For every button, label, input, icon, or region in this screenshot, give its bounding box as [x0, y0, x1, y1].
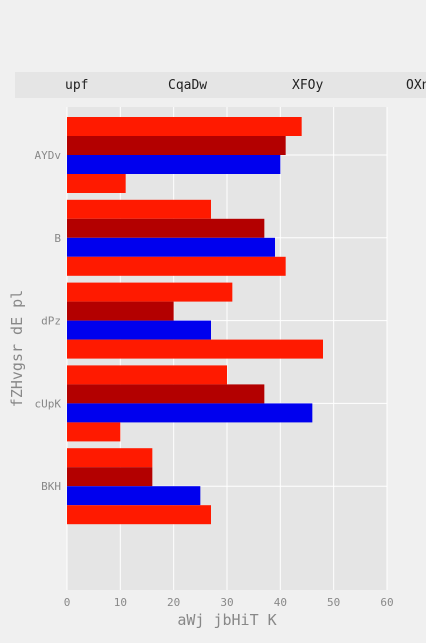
x-tick-label: 20 [167, 596, 180, 609]
legend-entry: CqaDw [168, 78, 207, 93]
bar-cUpK-upf [67, 365, 227, 385]
bar-AYDv-upf [67, 117, 302, 136]
legend: upf CqaDw XFOy OXn [15, 72, 426, 98]
y-tick-label: cUpK [35, 397, 62, 410]
bar-dPz-upf [67, 282, 233, 302]
bar-BKH-OXn [67, 505, 211, 525]
y-tick-label: B [54, 232, 61, 245]
x-tick-label: 10 [114, 596, 127, 609]
legend-entry: OXn [406, 78, 426, 93]
bar-cUpK-CqaDw [67, 384, 265, 404]
bar-AYDv-OXn [67, 174, 126, 193]
x-tick-label: 0 [64, 596, 71, 609]
bar-dPz-OXn [67, 339, 323, 359]
y-axis-label: fZHvgsr dE pl [8, 290, 26, 407]
bar-BKH-CqaDw [67, 467, 153, 487]
bar-dPz-CqaDw [67, 301, 174, 321]
bar-AYDv-CqaDw [67, 136, 286, 155]
bar-AYDv-XFOy [67, 155, 281, 174]
bar-dPz-XFOy [67, 320, 211, 340]
legend-entry: upf [65, 78, 88, 93]
bar-BKH-upf [67, 448, 153, 468]
bar-B-XFOy [67, 237, 275, 257]
bar-cUpK-XFOy [67, 403, 313, 423]
bar-B-OXn [67, 256, 286, 276]
bar-BKH-XFOy [67, 486, 201, 506]
bar-cUpK-OXn [67, 422, 121, 442]
x-tick-label: 40 [274, 596, 287, 609]
x-tick-label: 50 [327, 596, 340, 609]
x-axis-label: aWj jbHiT K [177, 611, 276, 629]
bars [67, 117, 323, 525]
legend-box [15, 72, 426, 98]
legend-entry: XFOy [292, 78, 323, 93]
y-tick-label: AYDv [35, 149, 62, 162]
x-tick-labels: 0 10 20 30 40 50 60 [64, 596, 394, 609]
x-tick-label: 30 [220, 596, 233, 609]
y-tick-label: BKH [41, 480, 61, 493]
y-tick-label: dPz [41, 315, 61, 328]
bar-B-CqaDw [67, 218, 265, 238]
x-tick-label: 60 [380, 596, 393, 609]
bar-B-upf [67, 199, 211, 219]
